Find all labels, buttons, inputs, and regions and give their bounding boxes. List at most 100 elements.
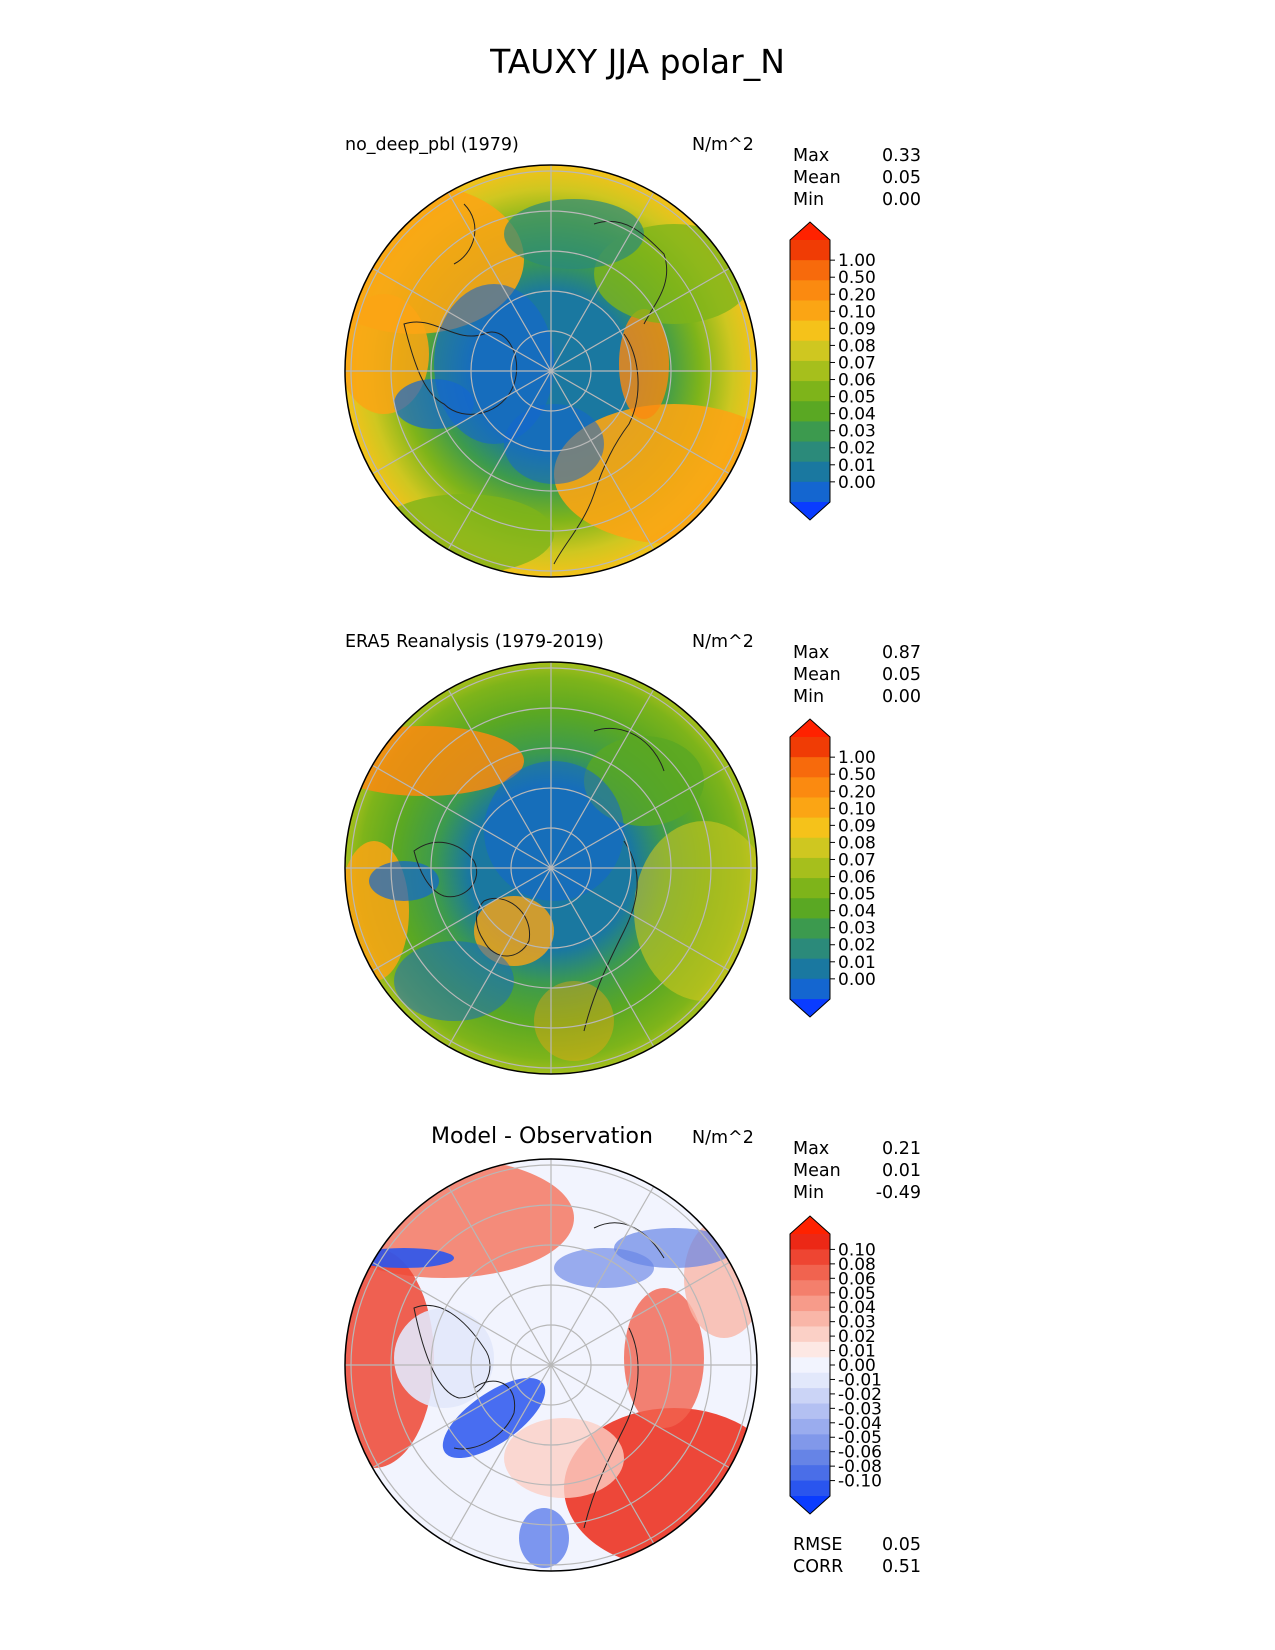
panel-1-title: no_deep_pbl (1979) xyxy=(345,135,519,155)
colorbar-segment xyxy=(790,898,830,919)
colorbar-segment xyxy=(790,1326,830,1343)
colorbar-tick-label: -0.02 xyxy=(838,1385,882,1405)
panel-3-metrics: RMSE 0.05 CORR 0.51 xyxy=(793,1534,921,1578)
panel-2-stats: Max 0.87 Mean 0.05 Min 0.00 xyxy=(793,642,921,708)
colorbar-tick-label: 0.01 xyxy=(838,953,876,973)
colorbar-segment xyxy=(790,320,830,342)
colorbar-extension-top xyxy=(790,719,830,737)
colorbar-tick-label: -0.10 xyxy=(838,1472,882,1492)
colorbar-segment xyxy=(790,1372,830,1389)
colorbar-segment xyxy=(790,737,830,758)
colorbar-segment xyxy=(790,240,830,261)
colorbar-tick-label: 0.20 xyxy=(838,782,876,802)
colorbar-segment xyxy=(790,1434,830,1451)
colorbar-segment xyxy=(790,857,830,879)
panel-1-min-value: 0.00 xyxy=(882,190,921,210)
colorbar-segment xyxy=(790,481,830,503)
colorbar-segment xyxy=(790,1480,830,1497)
colorbar-tick-label: -0.08 xyxy=(838,1457,882,1477)
colorbar-tick-label: 0.04 xyxy=(838,405,876,425)
colorbar-tick-label: 0.03 xyxy=(838,919,876,939)
panel-1-mean-label: Mean xyxy=(793,168,841,188)
colorbar-segment xyxy=(790,938,830,960)
colorbar-segment xyxy=(790,1264,830,1281)
colorbar-segment xyxy=(790,300,830,322)
colorbar-segment xyxy=(790,1341,830,1358)
colorbar-tick-label: 0.08 xyxy=(838,1255,876,1275)
colorbar-tick-label: 0.50 xyxy=(838,268,876,288)
colorbar-tick-label: 0.08 xyxy=(838,336,876,356)
colorbar-tick-label: 0.07 xyxy=(838,850,876,870)
colorbar-tick-label: 0.04 xyxy=(838,1298,876,1318)
panel-1-polar-map xyxy=(344,164,758,578)
colorbar-outline xyxy=(789,718,831,1018)
panel-1-max-label: Max xyxy=(793,146,830,166)
panel-1-min-label: Min xyxy=(793,190,825,210)
panel-2-max-label: Max xyxy=(793,643,830,663)
colorbar-tick-label: 0.03 xyxy=(838,422,876,442)
panel-3-min-value: -0.49 xyxy=(875,1183,921,1203)
panel-3-max-label: Max xyxy=(793,1139,830,1159)
colorbar-tick-label: 0.04 xyxy=(838,902,876,922)
colorbar-tick-label: 0.06 xyxy=(838,868,876,888)
colorbar-tick-label: 0.20 xyxy=(838,285,876,305)
colorbar-segment xyxy=(790,797,830,819)
colorbar-outline xyxy=(789,1215,831,1515)
colorbar-segment xyxy=(790,837,830,859)
panel-3-polar-map xyxy=(344,1158,758,1572)
colorbar-extension-bottom xyxy=(790,1496,830,1514)
panel-2-min-label: Min xyxy=(793,687,825,707)
panel-3-stats: Max 0.21 Mean 0.01 Min -0.49 xyxy=(793,1138,921,1204)
panel-2-title: ERA5 Reanalysis (1979-2019) xyxy=(345,632,604,652)
colorbar-tick-label: 0.03 xyxy=(838,1313,876,1333)
colorbar-segment xyxy=(790,1295,830,1312)
panel-3-colorbar: 0.100.080.060.050.040.030.020.010.00-0.0… xyxy=(789,1215,882,1515)
colorbar-extension-bottom xyxy=(790,502,830,520)
panel-2-mean-value: 0.05 xyxy=(882,665,921,685)
colorbar-tick-label: 0.06 xyxy=(838,371,876,391)
rmse-value: 0.05 xyxy=(882,1535,921,1555)
colorbar-segment xyxy=(790,401,830,422)
panel-2-max-value: 0.87 xyxy=(882,643,921,663)
colorbar-tick-label: 1.00 xyxy=(838,251,876,271)
colorbar-segment xyxy=(790,461,830,483)
colorbar-outline xyxy=(789,221,831,521)
colorbar-segment xyxy=(790,360,830,382)
colorbar-segment xyxy=(790,777,830,799)
panel-1-graticule xyxy=(345,165,757,577)
colorbar-tick-label: 1.00 xyxy=(838,748,876,768)
colorbar-segment xyxy=(790,1403,830,1420)
panel-3-units: N/m^2 xyxy=(692,1128,754,1148)
colorbar-tick-label: 0.09 xyxy=(838,319,876,339)
panel-1-stats: Max 0.33 Mean 0.05 Min 0.00 xyxy=(793,145,921,211)
colorbar-tick-label: 0.00 xyxy=(838,970,876,990)
colorbar-tick-label: -0.06 xyxy=(838,1443,882,1463)
colorbar-segment xyxy=(790,1418,830,1435)
colorbar-segment xyxy=(790,1311,830,1328)
panel-3-graticule xyxy=(345,1159,757,1571)
colorbar-tick-label: 0.00 xyxy=(838,1356,876,1376)
colorbar-segment xyxy=(790,280,830,302)
colorbar-tick-label: 0.01 xyxy=(838,456,876,476)
colorbar-tick-label: -0.04 xyxy=(838,1414,882,1434)
colorbar-tick-label: 0.10 xyxy=(838,302,876,322)
colorbar-tick-label: 0.00 xyxy=(838,473,876,493)
panel-3-mean-value: 0.01 xyxy=(882,1161,921,1181)
colorbar-tick-label: 0.05 xyxy=(838,1284,876,1304)
colorbar-tick-label: 0.10 xyxy=(838,1240,876,1260)
colorbar-segment xyxy=(790,1280,830,1297)
colorbar-extension-top xyxy=(790,222,830,240)
colorbar-extension-bottom xyxy=(790,999,830,1017)
colorbar-tick-label: 0.05 xyxy=(838,388,876,408)
colorbar-tick-label: 0.10 xyxy=(838,799,876,819)
colorbar-segment xyxy=(790,1357,830,1374)
panel-2-mean-label: Mean xyxy=(793,665,841,685)
panel-3-max-value: 0.21 xyxy=(882,1139,921,1159)
panel-2-min-value: 0.00 xyxy=(882,687,921,707)
colorbar-segment xyxy=(790,878,830,899)
colorbar-tick-label: -0.01 xyxy=(838,1370,882,1390)
colorbar-segment xyxy=(790,1388,830,1405)
colorbar-tick-label: 0.02 xyxy=(838,439,876,459)
colorbar-segment xyxy=(790,381,830,402)
panel-3-mean-label: Mean xyxy=(793,1161,841,1181)
